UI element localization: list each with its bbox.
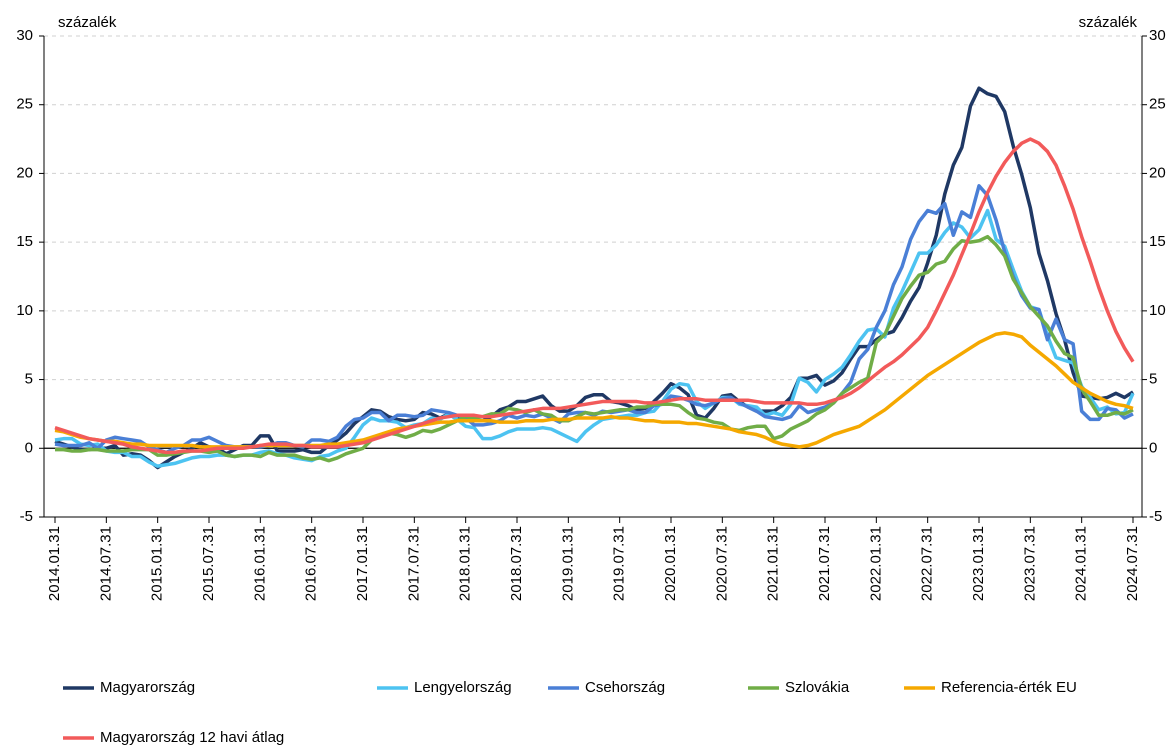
- y-tick-label: 25: [16, 96, 33, 113]
- x-tick-label: 2016.01.31: [251, 526, 268, 601]
- x-tick-label: 2015.01.31: [149, 526, 166, 601]
- y2-tick-label: -5: [1149, 508, 1162, 525]
- x-tick-label: 2020.07.31: [713, 526, 730, 601]
- x-tick-label: 2019.01.31: [559, 526, 576, 601]
- y-tick-label: 10: [16, 302, 33, 319]
- legend-label: Szlovákia: [785, 679, 850, 696]
- x-tick-label: 2014.01.31: [46, 526, 63, 601]
- y2-tick-label: 5: [1149, 371, 1157, 388]
- x-tick-label: 2023.01.31: [970, 526, 987, 601]
- y2-tick-label: 20: [1149, 164, 1166, 181]
- y2-tick-label: 10: [1149, 302, 1166, 319]
- series-line: [54, 137, 1135, 455]
- y2-axis-label: százalék: [1079, 14, 1138, 31]
- series-line: [54, 208, 1135, 468]
- y-axis-label: százalék: [58, 14, 117, 31]
- y-tick-label: 0: [25, 439, 33, 456]
- y2-tick-label: 15: [1149, 233, 1166, 250]
- x-tick-label: 2017.01.31: [354, 526, 371, 601]
- legend-label: Magyarország 12 havi átlag: [100, 729, 284, 746]
- x-tick-label: 2023.07.31: [1021, 526, 1038, 601]
- y2-tick-label: 30: [1149, 27, 1166, 44]
- y-tick-label: 20: [16, 164, 33, 181]
- y2-tick-label: 0: [1149, 439, 1157, 456]
- legend-label: Magyarország: [100, 679, 195, 696]
- y-tick-label: 5: [25, 371, 33, 388]
- series-line: [55, 234, 1134, 463]
- x-tick-label: 2018.01.31: [457, 526, 474, 601]
- series-line: [54, 331, 1134, 449]
- x-tick-label: 2020.01.31: [662, 526, 679, 601]
- x-tick-label: 2021.07.31: [816, 526, 833, 601]
- series-line: [54, 86, 1134, 470]
- legend-label: Referencia-érték EU: [941, 679, 1077, 696]
- y-tick-label: 30: [16, 27, 33, 44]
- x-tick-label: 2016.07.31: [303, 526, 320, 601]
- x-tick-label: 2014.07.31: [97, 526, 114, 601]
- x-tick-label: 2024.01.31: [1073, 526, 1090, 601]
- x-tick-label: 2018.07.31: [508, 526, 525, 601]
- x-tick-label: 2022.07.31: [919, 526, 936, 601]
- x-tick-label: 2019.07.31: [611, 526, 628, 601]
- y-tick-label: -5: [20, 508, 33, 525]
- x-tick-label: 2024.07.31: [1124, 526, 1141, 601]
- legend-label: Lengyelország: [414, 679, 512, 696]
- y2-tick-label: 25: [1149, 96, 1166, 113]
- x-tick-label: 2022.01.31: [867, 526, 884, 601]
- x-tick-label: 2015.07.31: [200, 526, 217, 601]
- x-tick-label: 2021.01.31: [765, 526, 782, 601]
- x-tick-label: 2017.07.31: [405, 526, 422, 601]
- y-tick-label: 15: [16, 233, 33, 250]
- legend-label: Csehország: [585, 679, 665, 696]
